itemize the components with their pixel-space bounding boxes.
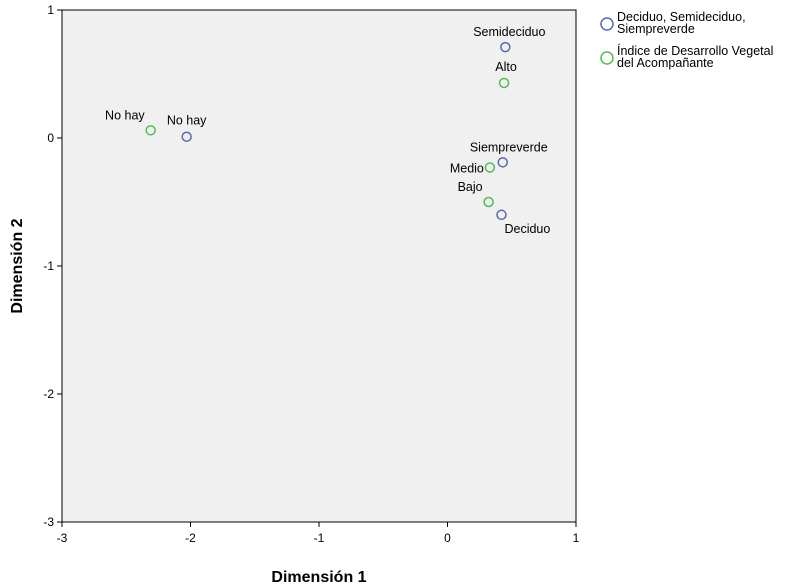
y-tick-label: -2 [43, 387, 54, 401]
data-label: Medio [450, 161, 484, 175]
data-point [145, 125, 156, 136]
data-label: No hay [167, 114, 207, 128]
data-label: Alto [495, 60, 517, 74]
x-axis-title: Dimensión 1 [271, 569, 366, 586]
data-label: Semideciduo [473, 25, 545, 39]
x-axis: -3 -2 -1 0 1 [57, 522, 580, 545]
data-point [500, 41, 511, 53]
data-label: Siempreverde [470, 140, 548, 154]
data-point [483, 196, 494, 208]
y-tick-label: 1 [47, 3, 54, 17]
legend-marker [600, 17, 614, 31]
data-point [181, 131, 192, 142]
x-tick-label: 1 [573, 531, 580, 545]
data-label: Deciduo [504, 222, 550, 236]
x-tick-label: -2 [185, 531, 196, 545]
data-point [498, 77, 510, 89]
legend-label: Índice de Desarrollo Vegetal [617, 43, 773, 58]
y-tick-label: 0 [47, 131, 54, 145]
data-label: Bajo [458, 180, 483, 194]
x-tick-label: -1 [314, 531, 325, 545]
legend-label: Deciduo, Semideciduo, [617, 10, 746, 24]
data-point [484, 162, 496, 173]
legend-marker [600, 51, 614, 65]
x-tick-label: 0 [444, 531, 451, 545]
data-label: No hay [105, 108, 145, 122]
y-axis-title: Dimensión 2 [9, 218, 26, 313]
data-points: No hay Semideciduo Siempreverde Deciduo No h… [105, 25, 550, 236]
legend-label: Siempreverde [617, 22, 695, 36]
x-tick-label: -3 [57, 531, 68, 545]
data-point [497, 157, 509, 168]
y-tick-label: -1 [43, 259, 54, 273]
data-point [496, 209, 507, 221]
y-tick-label: -3 [43, 515, 54, 529]
legend: Deciduo, Semideciduo,Siempreverde Índice … [600, 10, 773, 70]
legend-label: del Acompañante [617, 56, 714, 70]
plot-area [61, 9, 577, 523]
y-axis: 1 0 -1 -2 -3 [43, 3, 62, 529]
